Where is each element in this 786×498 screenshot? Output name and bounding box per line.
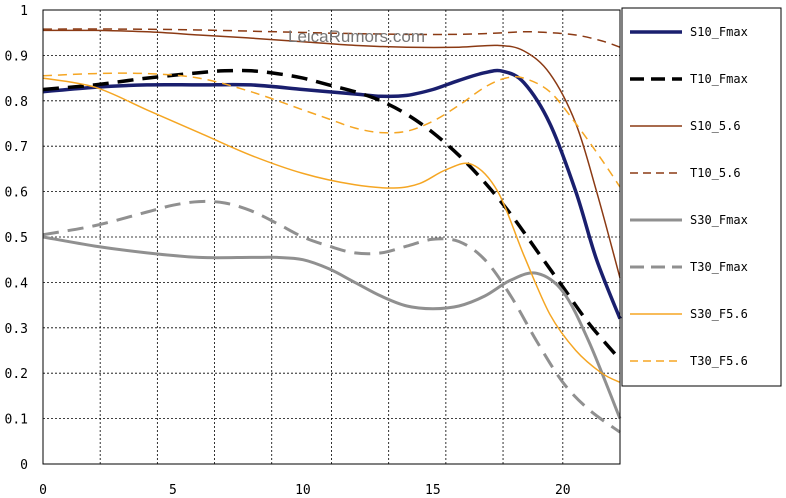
series-line-t10-fmax xyxy=(42,68,622,361)
y-tick-label: 0 xyxy=(20,458,28,473)
legend-label-t30-f5-6: T30_F5.6 xyxy=(690,354,748,368)
legend: S10_Fmax T10_Fmax S10_5.6 T10_5.6 S30_Fmax T3… xyxy=(621,7,782,387)
x-tick-label: 5 xyxy=(169,483,177,498)
gridlines xyxy=(43,10,620,464)
y-tick-label: 0.7 xyxy=(5,140,28,155)
y-tick-label: 0.3 xyxy=(5,322,28,337)
y-tick-label: 0.4 xyxy=(5,276,29,291)
x-tick-labels: 0 5 10 15 20 xyxy=(39,483,571,498)
y-tick-label: 0.1 xyxy=(5,413,28,428)
y-tick-label: 0.8 xyxy=(5,95,28,110)
legend-label-s10-5-6: S10_5.6 xyxy=(690,119,741,133)
legend-label-t30-fmax: T30_Fmax xyxy=(690,260,748,274)
y-tick-label: 0.2 xyxy=(5,367,28,382)
series-line-t30-f5-6 xyxy=(42,72,621,188)
legend-label-t10-fmax: T10_Fmax xyxy=(690,72,748,86)
x-tick-label: 10 xyxy=(295,483,311,498)
series-line-t10-5-6 xyxy=(42,28,621,48)
y-tick-label: 0.6 xyxy=(5,186,28,201)
legend-label-s30-f5-6: S30_F5.6 xyxy=(690,307,748,321)
y-tick-labels: 0 0.1 0.2 0.3 0.4 0.5 0.6 0.7 0.8 0.9 1 xyxy=(5,4,29,473)
x-tick-label: 15 xyxy=(425,483,441,498)
series-group xyxy=(42,28,622,434)
y-tick-label: 0.9 xyxy=(5,49,28,64)
watermark: LeicaRumors.com xyxy=(288,27,425,46)
legend-label-s30-fmax: S30_Fmax xyxy=(690,213,748,227)
y-tick-label: 1 xyxy=(20,4,28,19)
plot-frame xyxy=(42,9,621,465)
series-line-s30-f5-6 xyxy=(42,77,621,383)
x-tick-label: 0 xyxy=(39,483,47,498)
series-line-t30-fmax xyxy=(42,199,621,434)
series-line-s30-fmax xyxy=(42,235,622,420)
series-line-s10-fmax xyxy=(42,68,622,320)
legend-label-s10-fmax: S10_Fmax xyxy=(690,25,748,39)
y-tick-label: 0.5 xyxy=(5,231,28,246)
legend-box xyxy=(621,7,782,387)
x-tick-label: 20 xyxy=(555,483,571,498)
legend-label-t10-5-6: T10_5.6 xyxy=(690,166,741,180)
